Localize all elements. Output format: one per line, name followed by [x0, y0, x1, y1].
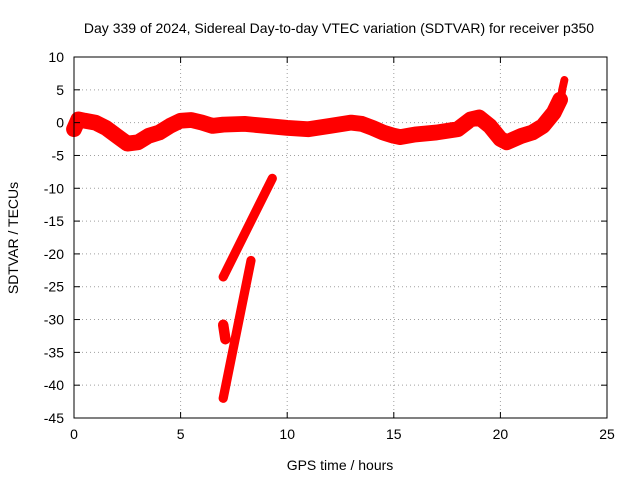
y-tick-label: -15	[44, 213, 64, 229]
plot-frame	[73, 56, 608, 419]
x-tick-label: 15	[386, 426, 402, 442]
y-tick-label: -30	[44, 312, 64, 328]
y-tick-label: 10	[48, 49, 64, 65]
series-cluster-1	[217, 319, 231, 345]
axis-ticks: 0 5 10 15 20 25 10 5 0 -5 -10 -15 -20 -25 -30 -35 -40 -45	[44, 49, 615, 442]
y-tick-label: -25	[44, 279, 64, 295]
y-tick-label: -5	[52, 147, 65, 163]
series-main-band	[66, 91, 568, 152]
data-series	[66, 76, 569, 403]
chart-title: Day 339 of 2024, Sidereal Day-to-day VTE…	[84, 20, 594, 36]
y-tick-label: -40	[44, 377, 64, 393]
x-tick-label: 10	[279, 426, 295, 442]
x-tick-label: 5	[177, 426, 185, 442]
x-tick-label: 0	[70, 426, 78, 442]
y-tick-label: 5	[56, 82, 64, 98]
series-lower-track-2	[218, 255, 256, 403]
y-tick-label: -20	[44, 246, 64, 262]
series-spike-end	[556, 76, 569, 111]
x-axis-label: GPS time / hours	[287, 457, 394, 473]
x-tick-label: 25	[599, 426, 615, 442]
series-lower-track-1	[218, 173, 277, 282]
y-axis-label: SDTVAR / TECUs	[5, 182, 21, 294]
y-tick-label: -10	[44, 180, 64, 196]
x-tick-label: 20	[493, 426, 509, 442]
y-tick-label: 0	[56, 115, 64, 131]
y-tick-label: -45	[44, 410, 64, 426]
y-tick-label: -35	[44, 344, 64, 360]
grid-lines	[74, 57, 607, 418]
